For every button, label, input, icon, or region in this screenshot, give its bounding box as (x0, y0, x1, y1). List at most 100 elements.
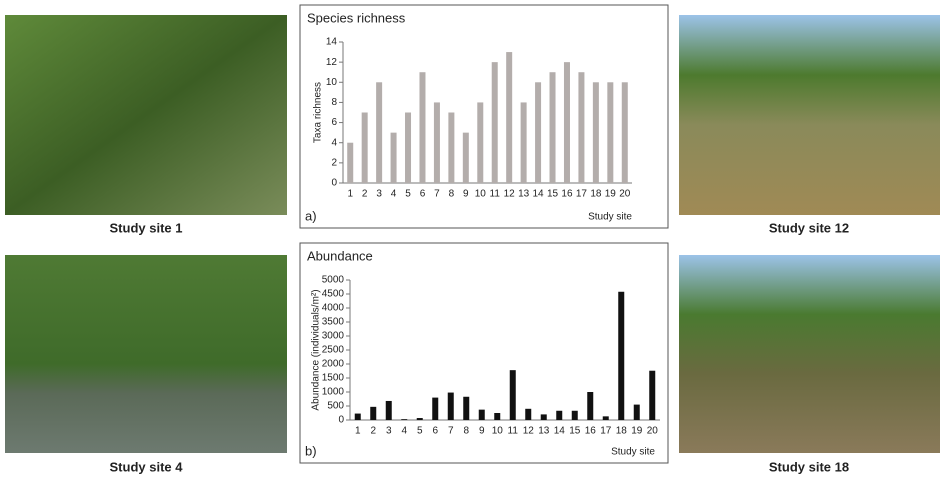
bar (564, 62, 570, 183)
x-tick-label: 1 (355, 426, 361, 437)
y-tick-label: 500 (327, 401, 344, 412)
x-tick-label: 3 (376, 189, 382, 200)
x-tick-label: 17 (600, 426, 612, 437)
x-tick-label: 15 (569, 426, 581, 437)
x-tick-label: 10 (475, 189, 487, 200)
y-tick-label: 1500 (322, 373, 345, 384)
bar (432, 398, 438, 420)
bar (578, 72, 584, 183)
bar (419, 72, 425, 183)
y-tick-label: 2 (331, 157, 337, 168)
y-axis-label: Taxa richness (313, 82, 324, 143)
x-tick-label: 14 (554, 426, 566, 437)
x-tick-label: 18 (590, 189, 602, 200)
bar (556, 411, 562, 420)
x-tick-label: 11 (508, 426, 519, 437)
x-tick-label: 5 (405, 189, 411, 200)
photo (679, 255, 940, 453)
bar (434, 102, 440, 183)
x-tick-label: 16 (585, 426, 597, 437)
bar (649, 371, 655, 420)
x-tick-label: 18 (616, 426, 628, 437)
bar (535, 82, 541, 183)
y-tick-label: 4 (331, 137, 337, 148)
x-tick-label: 8 (463, 426, 469, 437)
y-tick-label: 3500 (322, 317, 345, 328)
bar (492, 62, 498, 183)
x-tick-label: 2 (362, 189, 368, 200)
x-tick-label: 12 (504, 189, 516, 200)
bar (603, 416, 609, 420)
bar (405, 113, 411, 184)
x-tick-label: 14 (533, 189, 545, 200)
bar (463, 133, 469, 183)
x-tick-label: 19 (605, 189, 617, 200)
bar (355, 414, 361, 420)
x-tick-label: 19 (631, 426, 643, 437)
bar (370, 407, 376, 420)
bar (448, 113, 454, 184)
y-tick-label: 4500 (322, 289, 345, 300)
y-tick-label: 6 (331, 117, 337, 128)
y-tick-label: 0 (338, 415, 344, 426)
y-tick-label: 5000 (322, 275, 345, 286)
x-tick-label: 16 (561, 189, 573, 200)
y-tick-label: 14 (326, 37, 338, 48)
x-tick-label: 9 (479, 426, 485, 437)
bar (525, 409, 531, 420)
photo-caption: Study site 1 (110, 220, 183, 235)
panel-label: a) (305, 208, 317, 223)
figure: Study site 1 Study site 12 Study site 4 … (0, 0, 941, 480)
bar (506, 52, 512, 183)
bar (593, 82, 599, 183)
x-tick-label: 17 (576, 189, 588, 200)
x-tick-label: 5 (417, 426, 423, 437)
bar (622, 82, 628, 183)
y-tick-label: 2000 (322, 359, 345, 370)
bar (479, 410, 485, 420)
x-tick-label: 12 (523, 426, 535, 437)
x-tick-label: 4 (391, 189, 397, 200)
x-tick-label: 3 (386, 426, 392, 437)
bar (541, 414, 547, 420)
bar (618, 292, 624, 420)
y-tick-label: 1000 (322, 387, 345, 398)
x-tick-label: 6 (420, 189, 426, 200)
x-tick-label: 20 (619, 189, 631, 200)
x-tick-label: 20 (647, 426, 659, 437)
bar (494, 413, 500, 420)
x-tick-label: 4 (401, 426, 407, 437)
bar (463, 397, 469, 420)
bar (587, 392, 593, 420)
chart-title: Abundance (307, 248, 373, 263)
x-tick-label: 8 (449, 189, 455, 200)
bar (391, 133, 397, 183)
x-tick-label: 7 (448, 426, 454, 437)
y-tick-label: 12 (326, 57, 338, 68)
y-tick-label: 8 (331, 97, 337, 108)
y-tick-label: 0 (331, 178, 337, 189)
bar (401, 419, 407, 420)
bar (417, 418, 423, 420)
bar (448, 393, 454, 420)
bar (362, 113, 368, 184)
bar (510, 370, 516, 420)
y-axis-label: Abundance (individuals/m²) (311, 289, 322, 410)
x-tick-label: 1 (347, 189, 353, 200)
photo (5, 15, 287, 215)
photo-caption: Study site 18 (769, 459, 849, 474)
x-tick-label: 9 (463, 189, 469, 200)
x-tick-label: 13 (518, 189, 530, 200)
photo-caption: Study site 12 (769, 220, 849, 235)
bar (521, 102, 527, 183)
panel-label: b) (305, 443, 317, 458)
x-tick-label: 6 (432, 426, 438, 437)
bar (607, 82, 613, 183)
bar (477, 102, 483, 183)
bar (550, 72, 556, 183)
photo (5, 255, 287, 453)
y-tick-label: 4000 (322, 303, 345, 314)
bar (386, 401, 392, 420)
photo (679, 15, 940, 215)
y-tick-label: 3000 (322, 331, 345, 342)
